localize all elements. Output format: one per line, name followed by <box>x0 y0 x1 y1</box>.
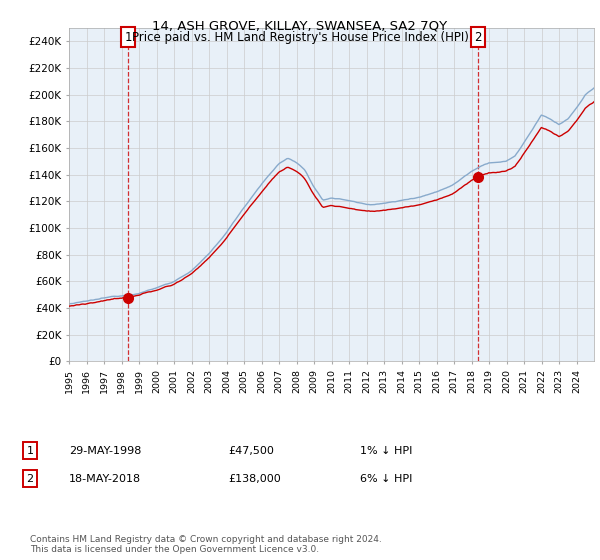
Text: 2: 2 <box>475 31 482 44</box>
Text: 14, ASH GROVE, KILLAY, SWANSEA, SA2 7QY: 14, ASH GROVE, KILLAY, SWANSEA, SA2 7QY <box>152 20 448 32</box>
Text: Contains HM Land Registry data © Crown copyright and database right 2024.
This d: Contains HM Land Registry data © Crown c… <box>30 535 382 554</box>
Text: 29-MAY-1998: 29-MAY-1998 <box>69 446 142 456</box>
Text: 1% ↓ HPI: 1% ↓ HPI <box>360 446 412 456</box>
Text: 1: 1 <box>124 31 132 44</box>
Text: £138,000: £138,000 <box>228 474 281 484</box>
Text: 1: 1 <box>26 446 34 456</box>
Text: 6% ↓ HPI: 6% ↓ HPI <box>360 474 412 484</box>
Text: 2: 2 <box>26 474 34 484</box>
Text: Price paid vs. HM Land Registry's House Price Index (HPI): Price paid vs. HM Land Registry's House … <box>131 31 469 44</box>
Legend: 14, ASH GROVE, KILLAY, SWANSEA, SA2 7QY (semi-detached house), HPI: Average pric: 14, ASH GROVE, KILLAY, SWANSEA, SA2 7QY … <box>5 259 430 301</box>
Text: £47,500: £47,500 <box>228 446 274 456</box>
Text: 18-MAY-2018: 18-MAY-2018 <box>69 474 141 484</box>
